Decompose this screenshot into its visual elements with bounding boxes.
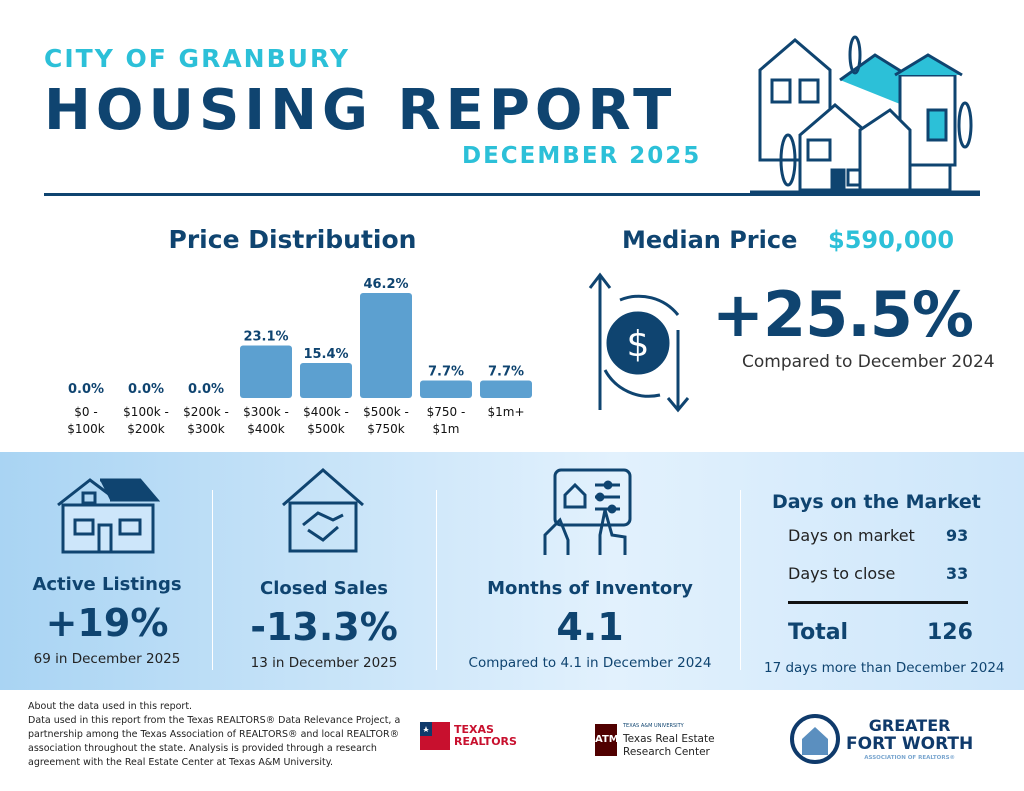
kpi-subtext: Compared to 4.1 in December 2024 (468, 655, 712, 671)
price-distribution-chart: 0.0% $0 - $100k 0.0% $100k - $200k 0.0% $200k -… (67, 277, 532, 436)
bar-value-label: 0.0% (68, 382, 104, 397)
gfw-line3: ASSOCIATION OF REALTORS® (864, 755, 956, 761)
bar (420, 380, 472, 398)
bar-value-label: 7.7% (488, 365, 524, 380)
tr-line1: TEXAS (454, 723, 494, 736)
bar-value-label: 15.4% (303, 347, 348, 362)
gfw-line1: GREATER (868, 716, 951, 735)
dtc-label: Days to close (788, 564, 896, 583)
median-price-change: +25.5% (712, 278, 974, 351)
texas-realtors-logo: TEXAS REALTORS (420, 722, 517, 750)
tamu-small: TEXAS A&M UNIVERSITY (623, 723, 684, 729)
texas-realtors-mark-icon (420, 722, 450, 750)
category-label: $300k - (243, 405, 289, 419)
dollar-exchange-icon: $ (588, 272, 690, 413)
handshake-house-icon (282, 468, 364, 553)
total-value: 126 (927, 620, 973, 645)
kpi-value: 4.1 (556, 605, 624, 649)
category-label: $200k (127, 422, 165, 436)
bar-value-label: 0.0% (188, 382, 224, 397)
price-distribution-title: Price Distribution (168, 225, 417, 254)
kpi-closed-sales: Closed Sales -13.3% 13 in December 2025 (224, 578, 424, 671)
bar-value-label: 0.0% (128, 382, 164, 397)
category-label: $100k (67, 422, 105, 436)
gfw-logo: GREATER FORT WORTH ASSOCIATION OF REALTORS… (790, 713, 973, 765)
kpi-subtext: 69 in December 2025 (33, 651, 181, 667)
report-period: DECEMBER 2025 (462, 143, 702, 169)
category-label: $500k - (363, 405, 409, 419)
total-divider (788, 601, 968, 604)
bar-value-label: 7.7% (428, 365, 464, 380)
category-label: $1m (433, 422, 460, 436)
house-icon (57, 478, 160, 554)
svg-text:$: $ (627, 324, 650, 365)
category-label: $0 - (74, 405, 97, 419)
dom-title: Days on the Market (772, 491, 981, 513)
footer-body: Data used in this report from the Texas … (28, 715, 401, 768)
tamu-logo: ATM TEXAS A&M UNIVERSITY Texas Real Estat… (595, 720, 715, 759)
category-label: $1m+ (487, 405, 524, 419)
houses-illustration (750, 35, 980, 194)
dom-label: Days on market (788, 526, 915, 545)
bar (480, 380, 532, 398)
tamu-line2: Research Center (623, 746, 710, 758)
gfw-mark-icon (790, 714, 840, 764)
kpi-title: Active Listings (32, 574, 182, 595)
kpi-value: +19% (45, 601, 169, 645)
tamu-mark-icon: ATM (595, 723, 619, 756)
bar-value-label: 46.2% (363, 277, 408, 292)
tablet-hands-icon (543, 468, 632, 555)
bar (240, 345, 292, 398)
kpi-divider (436, 490, 437, 670)
tr-line2: REALTORS (454, 735, 517, 748)
bar-value-label: 23.1% (243, 330, 288, 345)
kpi-divider (212, 490, 213, 670)
category-label: $300k (187, 422, 225, 436)
kpi-months-inventory: Months of Inventory 4.1 Compared to 4.1 … (445, 578, 735, 671)
gfw-line2: FORT WORTH (846, 734, 974, 754)
footer-note: About the data used in this report. Data… (28, 700, 408, 770)
header-divider (44, 193, 980, 196)
kpi-subtext: 13 in December 2025 (250, 655, 398, 671)
category-label: $400k - (303, 405, 349, 419)
kpi-title: Closed Sales (259, 578, 389, 599)
dtc-value: 33 (946, 564, 969, 583)
category-label: $400k (247, 422, 285, 436)
city-title: CITY OF GRANBURY (44, 44, 350, 73)
bar (360, 293, 412, 398)
bar (300, 363, 352, 398)
dom-value: 93 (946, 526, 969, 545)
kpi-active-listings: Active Listings +19% 69 in December 2025 (12, 574, 202, 667)
median-price-label: Median Price (622, 226, 798, 254)
category-label: $750k (367, 422, 405, 436)
kpi-divider (740, 490, 741, 670)
tamu-line1: Texas Real Estate (623, 733, 715, 745)
footer-heading: About the data used in this report. (28, 701, 193, 712)
total-label: Total (788, 620, 849, 645)
category-label: $750 - (427, 405, 466, 419)
category-label: $100k - (123, 405, 169, 419)
report-title: HOUSING REPORT (44, 78, 677, 143)
category-label: $200k - (183, 405, 229, 419)
median-price-compare: Compared to December 2024 (742, 352, 995, 372)
kpi-value: -13.3% (250, 605, 398, 649)
dom-subtext: 17 days more than December 2024 (764, 660, 1005, 676)
median-price-value: $590,000 (828, 226, 955, 254)
kpi-band (0, 452, 1024, 690)
category-label: $500k (307, 422, 345, 436)
kpi-title: Months of Inventory (487, 578, 693, 599)
